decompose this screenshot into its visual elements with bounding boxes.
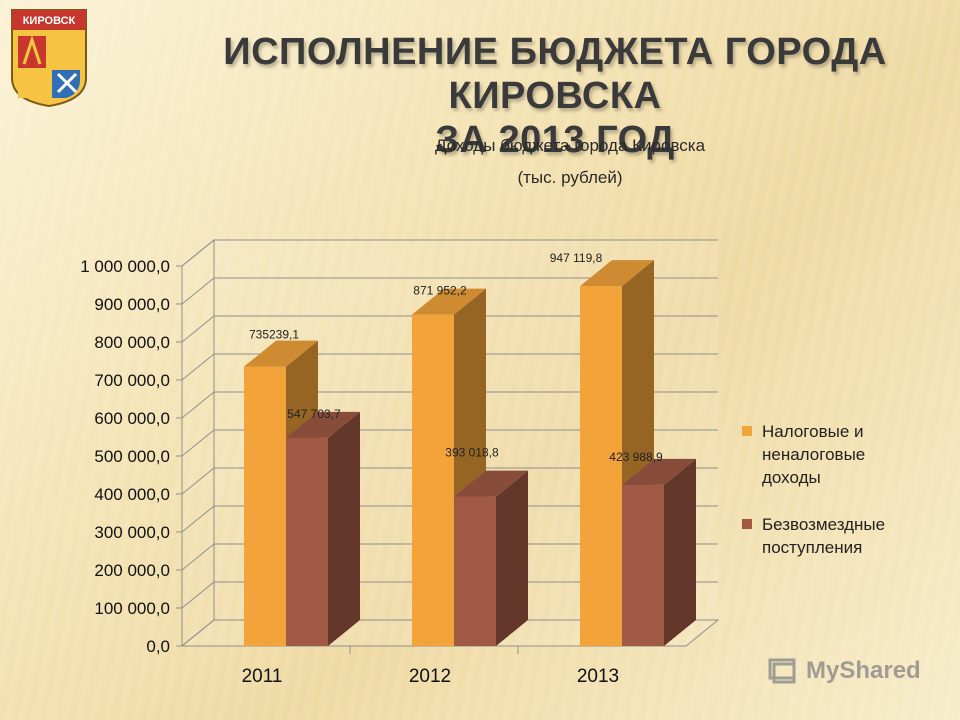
slide-title: ИСПОЛНЕНИЕ БЮДЖЕТА ГОРОДА КИРОВСКА ЗА 20… <box>160 30 950 162</box>
city-emblem: КИРОВСК <box>11 9 87 108</box>
chart-title: Доходы бюджета города Кировска <box>434 136 706 155</box>
y-tick-label: 700 000,0 <box>94 371 170 390</box>
bar-top-2012-s0 <box>412 288 486 315</box>
legend-item-grants: Безвозмездные поступления <box>742 513 952 559</box>
gridline-depth <box>181 467 215 495</box>
gridline-depth <box>181 505 215 533</box>
y-tick-label: 800 000,0 <box>94 333 170 352</box>
presentation-icon <box>768 658 796 684</box>
x-tick-label-2013: 2013 <box>577 666 619 687</box>
data-label-2012-s0: 871 952,2 <box>413 284 467 298</box>
y-tick-label: 300 000,0 <box>94 523 170 542</box>
legend-item-tax: Налоговые и неналоговые доходы <box>742 420 952 489</box>
gridline-depth <box>181 429 215 457</box>
bar-top-2011-s0 <box>244 340 318 367</box>
bar-side-2013-s1 <box>664 458 696 646</box>
y-tick-label: 900 000,0 <box>94 295 170 314</box>
legend-swatch-grants <box>742 519 752 529</box>
y-tick-label: 100 000,0 <box>94 599 170 618</box>
chart-title-block: Доходы бюджета города Кировска (тыс. руб… <box>320 130 820 194</box>
slide-title-line2: ЗА 2013 ГОД <box>435 119 675 161</box>
bar-top-2012-s1 <box>454 470 528 497</box>
x-tick-label-2012: 2012 <box>409 666 451 687</box>
gridline-depth <box>181 353 215 381</box>
chart-legend: Налоговые и неналоговые доходы Безвозмез… <box>742 420 952 583</box>
data-label-2013-s0: 947 119,8 <box>550 251 603 265</box>
y-tick-label: 400 000,0 <box>94 485 170 504</box>
data-label-2012-s1: 393 018,8 <box>445 446 499 460</box>
y-tick-label: 1 000 000,0 <box>80 257 170 276</box>
bar-2012-s0 <box>412 314 454 646</box>
gridline-depth <box>181 315 215 343</box>
x-tick-label-2011: 2011 <box>242 666 283 687</box>
emblem-text: КИРОВСК <box>23 15 76 27</box>
gridline-depth <box>181 543 215 571</box>
bar-top-2011-s1 <box>286 411 360 438</box>
bar-top-2013-s1 <box>622 458 696 485</box>
bar-2013-s0 <box>580 286 622 646</box>
legend-label-grants: Безвозмездные поступления <box>762 515 886 557</box>
gridline-depth <box>181 239 215 267</box>
legend-swatch-tax <box>742 426 752 436</box>
bar-2011-s0 <box>244 366 286 646</box>
watermark: MyShared <box>768 656 921 686</box>
data-label-2011-s1: 547 703,7 <box>287 407 341 421</box>
legend-label-tax: Налоговые и неналоговые доходы <box>762 422 866 487</box>
y-tick-label: 500 000,0 <box>94 447 170 466</box>
bar-2011-s1 <box>286 437 328 646</box>
bar-side-2012-s1 <box>496 470 528 646</box>
y-tick-label: 0,0 <box>146 637 170 656</box>
bar-2012-s1 <box>454 496 496 646</box>
chart-subtitle: (тыс. рублей) <box>517 168 623 187</box>
bar-side-2011-s1 <box>328 411 360 646</box>
data-label-2011-s0: 735239,1 <box>249 328 299 342</box>
bar-2013-s1 <box>622 484 664 646</box>
y-tick-label: 600 000,0 <box>94 409 170 428</box>
slide-title-line1: ИСПОЛНЕНИЕ БЮДЖЕТА ГОРОДА КИРОВСКА <box>223 31 887 117</box>
gridline-depth <box>181 277 215 305</box>
gridline-depth <box>181 581 215 609</box>
bar-top-2013-s0 <box>580 260 654 287</box>
data-label-2013-s1: 423 988,9 <box>609 450 663 464</box>
gridline-depth <box>181 391 215 419</box>
watermark-text: MyShared <box>806 657 921 684</box>
y-tick-label: 200 000,0 <box>94 561 170 580</box>
